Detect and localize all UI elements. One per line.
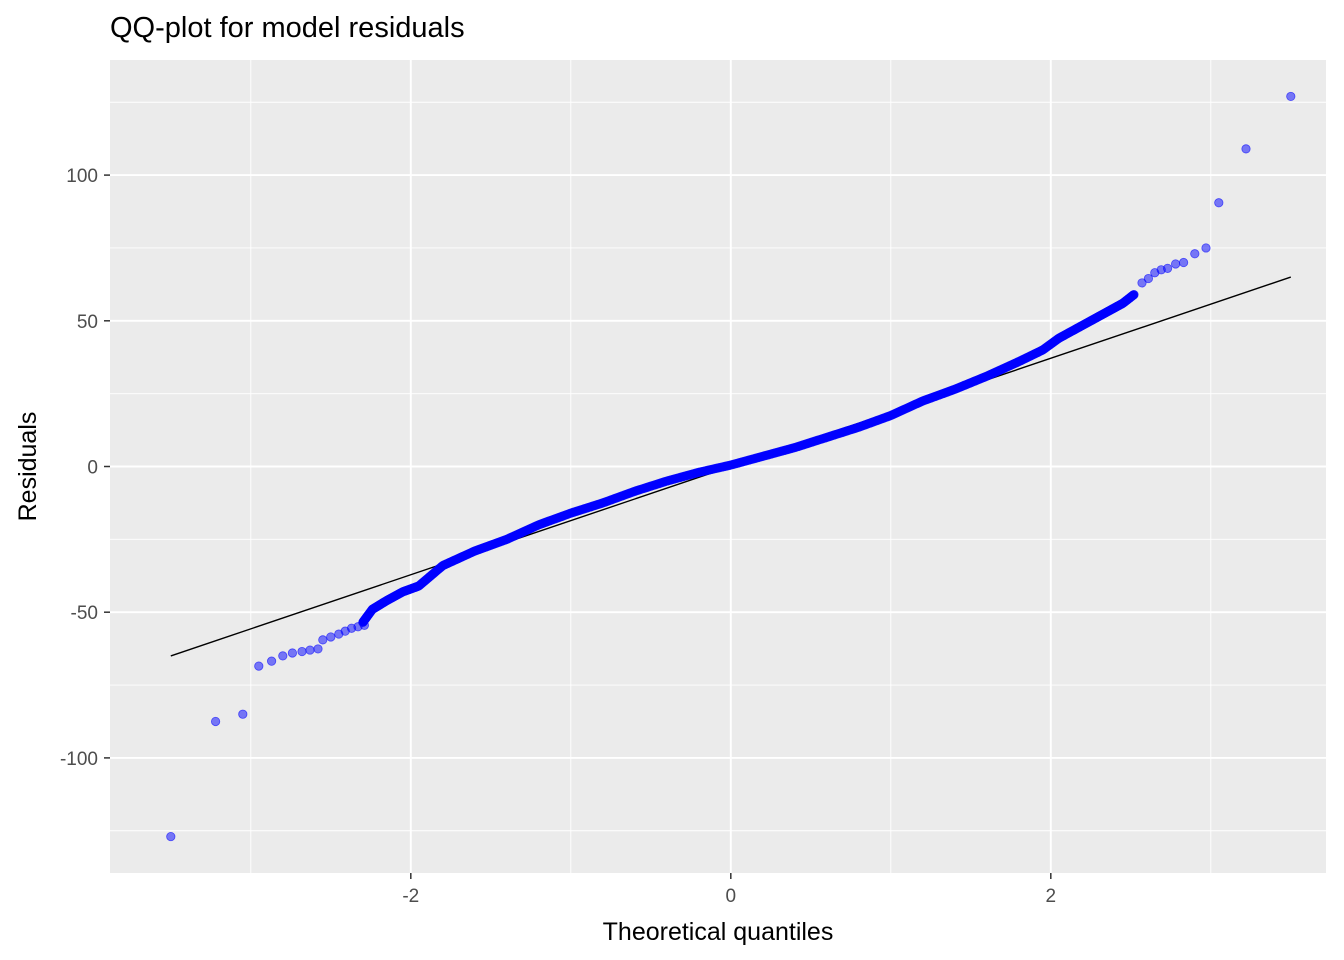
residual-point [1201,243,1211,253]
residual-point [297,646,307,657]
residual-point [287,648,297,658]
y-tick-label: -100 [60,749,98,770]
residual-point [1286,91,1296,102]
residual-points [166,91,1296,842]
y-tick-label: -50 [71,603,98,624]
residual-point [1129,289,1139,300]
x-axis: -2 0 2 [402,873,1056,907]
residual-point [1137,278,1147,288]
x-tick-label: 2 [1046,886,1057,907]
residual-point [1190,249,1200,259]
x-tick-label: 0 [726,886,737,907]
residual-point [313,644,323,654]
residual-point [254,661,264,671]
x-tick-label: -2 [402,886,419,907]
y-tick-label: 0 [87,458,98,479]
residual-point [1163,263,1173,273]
chart-title: QQ-plot for model residuals [110,12,465,44]
residual-point [238,709,248,719]
residual-point [305,645,315,655]
y-axis: -100 -50 0 50 100 [60,166,110,770]
residual-point [278,651,288,661]
residual-point [1214,198,1224,208]
residual-point [1143,273,1154,284]
y-tick-label: 50 [77,312,98,333]
y-axis-title: Residuals [14,412,42,522]
residual-point [326,632,336,642]
residual-point [211,716,221,727]
residual-point [359,620,369,630]
residual-point [1241,144,1251,154]
residual-point [166,831,176,842]
residual-point [318,635,328,645]
y-tick-label: 100 [66,166,98,187]
residual-point [1179,257,1189,268]
x-axis-title: Theoretical quantiles [603,918,834,946]
residual-point [266,656,277,666]
residual-point [1171,259,1181,269]
minor-gridlines [110,60,1326,873]
